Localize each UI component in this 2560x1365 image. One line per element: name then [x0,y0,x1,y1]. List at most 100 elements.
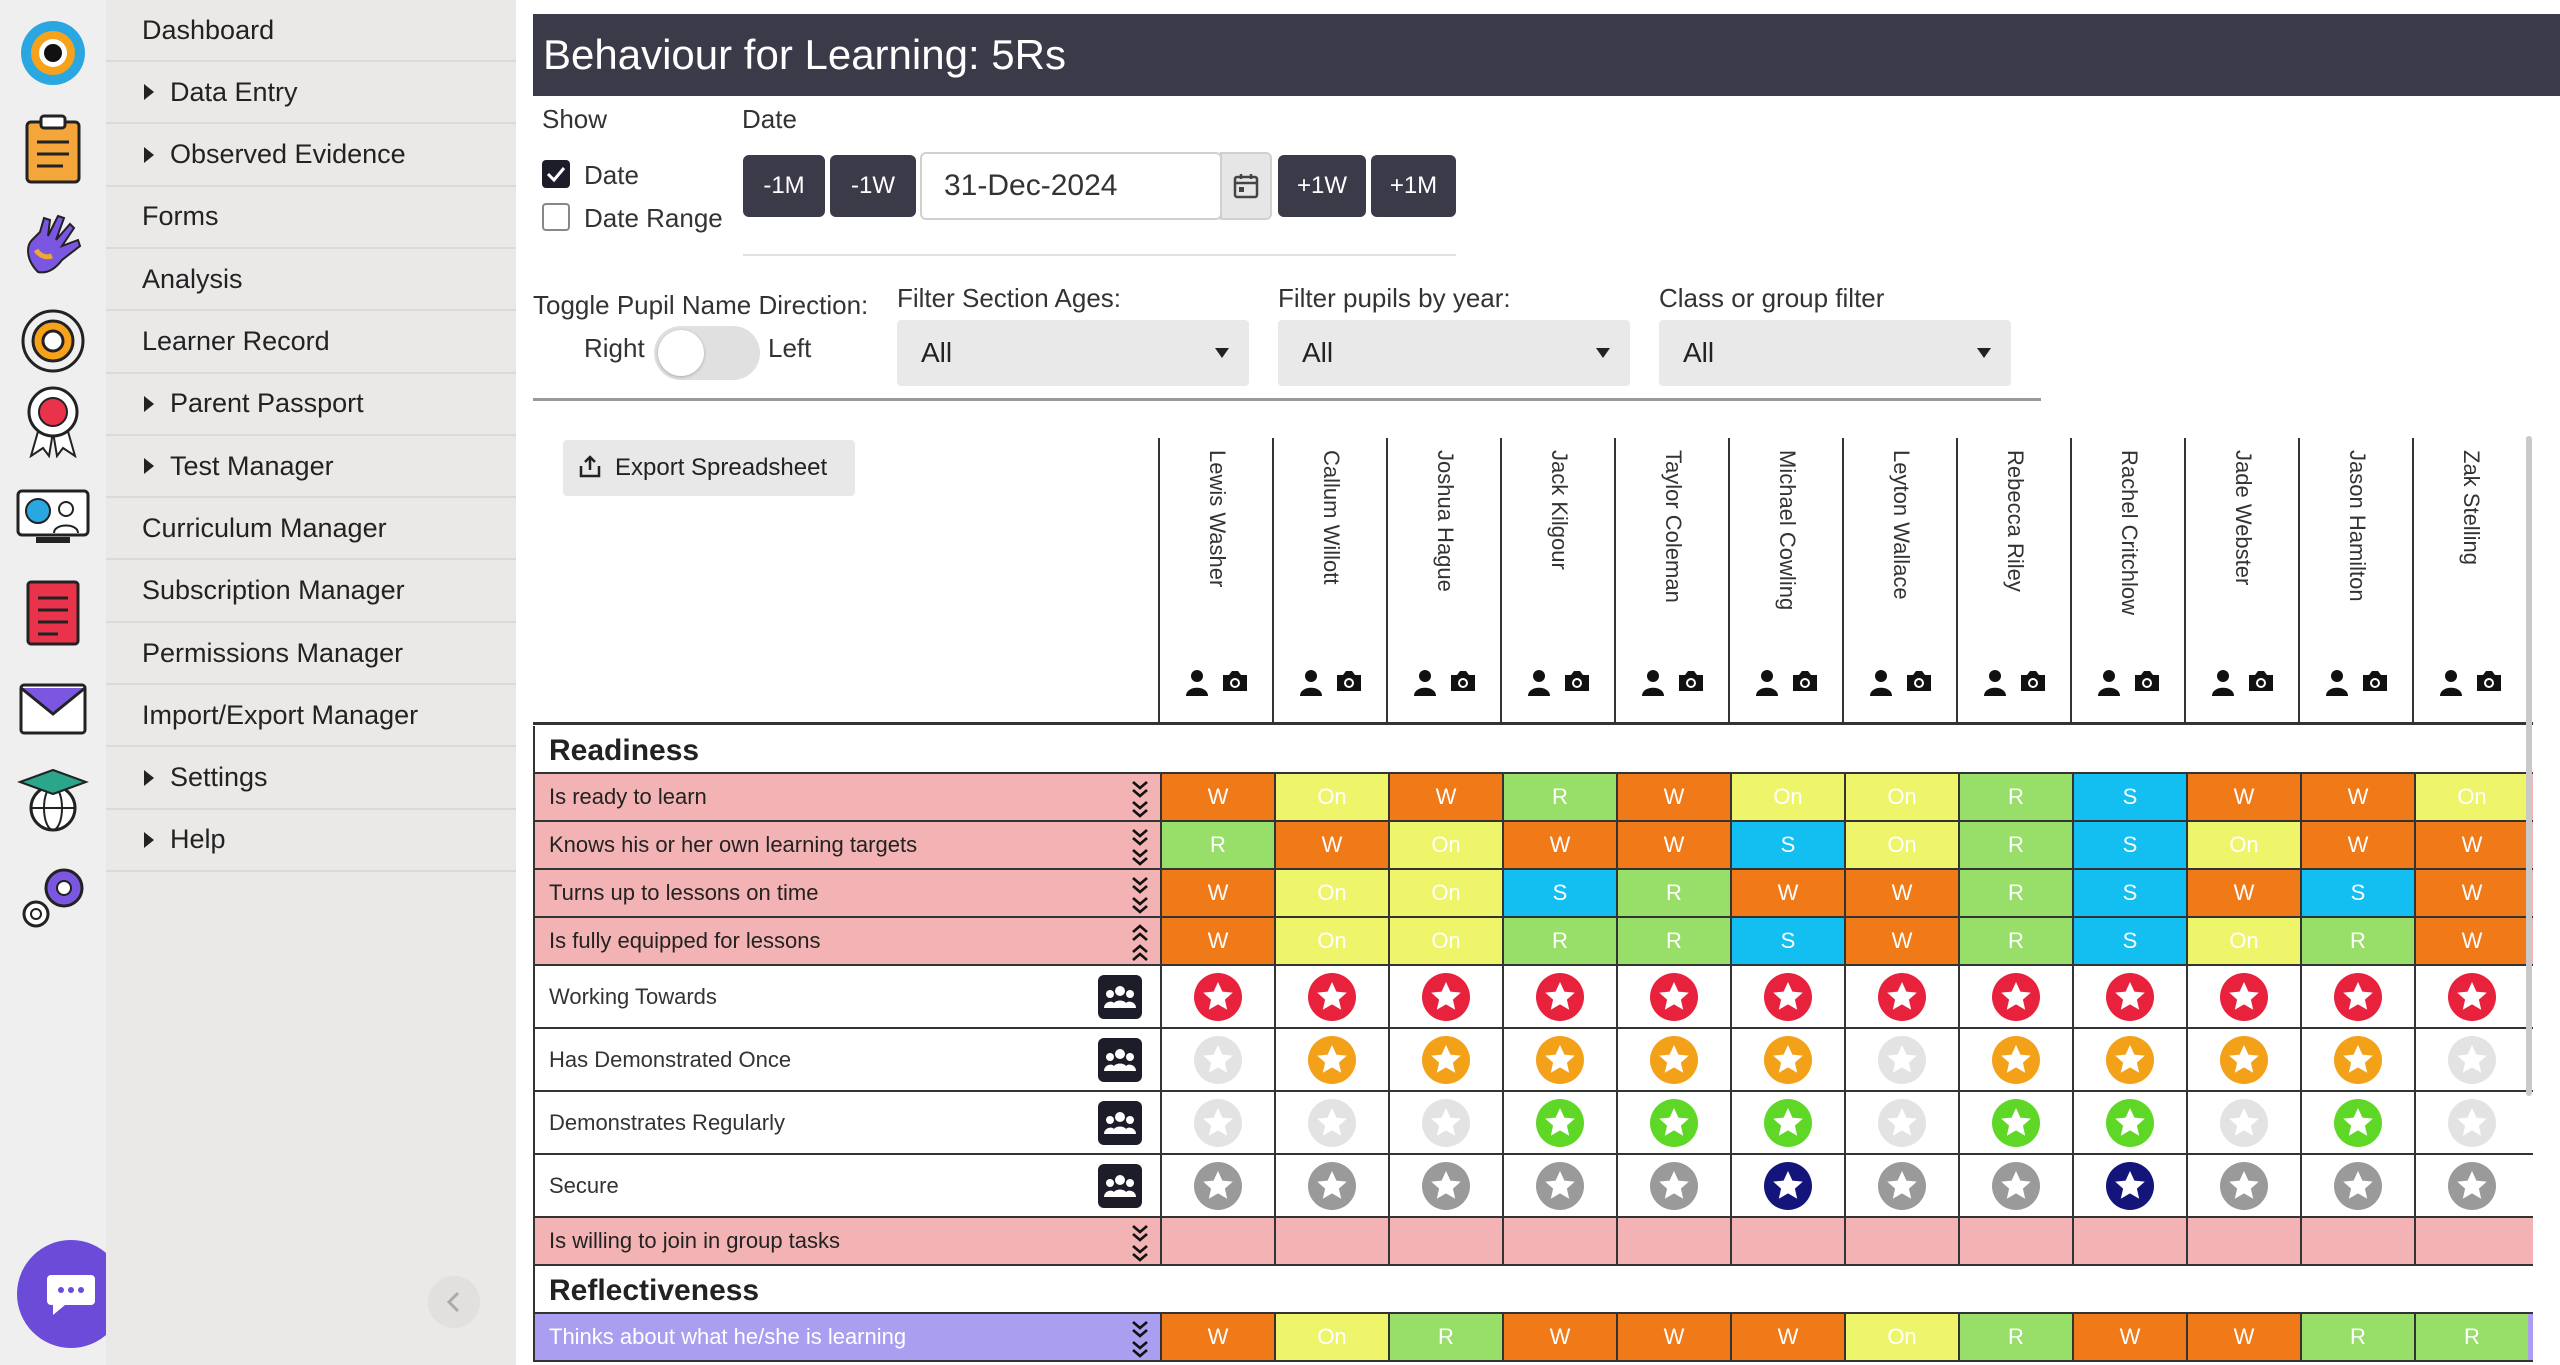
sidebar-item-data-entry[interactable]: Data Entry [106,62,516,125]
chevron-up-double-icon[interactable] [1129,922,1151,964]
person-icon[interactable] [1640,668,1666,701]
level-star-cell[interactable] [1844,1155,1958,1216]
sidebar-item-dashboard[interactable]: Dashboard [106,0,516,62]
show-date-range-checkbox[interactable] [542,203,570,231]
score-cell[interactable]: S [2072,774,2186,820]
score-cell[interactable]: S [2072,822,2186,868]
person-icon[interactable] [1982,668,2008,701]
level-star-cell[interactable] [1616,1155,1730,1216]
score-cell[interactable]: On [2414,774,2528,820]
sidebar-item-analysis[interactable]: Analysis [106,249,516,312]
level-star-cell[interactable] [1502,966,1616,1027]
level-star-cell[interactable] [1844,1092,1958,1153]
level-star-cell[interactable] [2186,1029,2300,1090]
level-star-cell[interactable] [1616,1092,1730,1153]
chevron-down-double-icon[interactable] [1129,1318,1151,1360]
score-cell[interactable]: R [2414,1314,2528,1360]
pupil-name-column[interactable]: Jason Hamilton [2300,450,2414,650]
score-cell[interactable]: R [2300,918,2414,964]
score-cell[interactable]: W [1844,870,1958,916]
score-cell[interactable]: R [1958,822,2072,868]
score-cell[interactable]: W [1844,918,1958,964]
level-star-cell[interactable] [1958,1092,2072,1153]
award-ribbon-icon[interactable] [14,382,92,460]
score-cell[interactable]: W [1388,774,1502,820]
chevron-down-double-icon[interactable] [1129,826,1151,868]
app-logo-icon[interactable] [14,14,92,92]
score-cell[interactable]: S [2072,870,2186,916]
score-cell[interactable]: S [2072,918,2186,964]
group-assign-button[interactable] [1098,1038,1142,1082]
row-expand-toggle[interactable] [1129,1222,1151,1269]
score-cell[interactable]: W [1502,1314,1616,1360]
person-icon[interactable] [1412,668,1438,701]
level-star-cell[interactable] [1958,1155,2072,1216]
group-assign-button[interactable] [1098,975,1142,1019]
score-cell[interactable]: On [2186,918,2300,964]
score-cell[interactable]: S [1730,822,1844,868]
sidebar-item-import-export-manager[interactable]: Import/Export Manager [106,685,516,748]
score-cell[interactable]: R [1388,1314,1502,1360]
score-cell[interactable]: On [1844,822,1958,868]
sidebar-item-settings[interactable]: Settings [106,748,516,810]
score-cell[interactable]: On [1388,822,1502,868]
row-expand-toggle[interactable] [1129,826,1151,873]
calendar-button[interactable] [1220,152,1272,220]
level-star-cell[interactable] [2414,1092,2528,1153]
sidebar-item-subscription-manager[interactable]: Subscription Manager [106,561,516,623]
score-cell[interactable]: S [1730,918,1844,964]
score-cell[interactable]: W [2414,918,2528,964]
hand-icon[interactable] [14,206,92,284]
level-star-cell[interactable] [2300,1029,2414,1090]
camera-icon[interactable] [1676,668,1706,701]
pupil-name-column[interactable]: Jade Webster [2186,450,2300,650]
score-cell[interactable] [1616,1218,1730,1264]
score-cell[interactable]: On [1730,774,1844,820]
row-expand-toggle[interactable] [1129,778,1151,825]
target-search-icon[interactable] [14,302,92,380]
pupil-name-column[interactable]: Rachel Critchlow [2072,450,2186,650]
level-star-cell[interactable] [1616,1029,1730,1090]
sidebar-item-test-manager[interactable]: Test Manager [106,436,516,499]
row-expand-toggle[interactable] [1129,1318,1151,1365]
row-expand-toggle[interactable] [1129,874,1151,921]
score-cell[interactable]: On [1274,870,1388,916]
score-cell[interactable] [1274,1218,1388,1264]
camera-icon[interactable] [2246,668,2276,701]
teacher-screen-icon[interactable] [14,478,92,556]
score-cell[interactable]: R [1502,918,1616,964]
score-cell[interactable]: R [1616,918,1730,964]
level-star-cell[interactable] [1274,966,1388,1027]
level-star-cell[interactable] [1730,1029,1844,1090]
score-cell[interactable] [2414,1218,2528,1264]
sidebar-item-parent-passport[interactable]: Parent Passport [106,374,516,436]
level-star-cell[interactable] [2072,1092,2186,1153]
level-star-cell[interactable] [1616,966,1730,1027]
section-ages-select[interactable]: All [897,320,1249,386]
show-date-checkbox[interactable] [542,160,570,188]
gears-icon[interactable] [14,856,92,934]
pupil-name-column[interactable]: Jack Kilgour [1502,450,1616,650]
sidebar-item-forms[interactable]: Forms [106,187,516,249]
level-star-cell[interactable] [2072,966,2186,1027]
score-cell[interactable]: R [1616,870,1730,916]
camera-icon[interactable] [2474,668,2504,701]
pupil-name-column[interactable]: Joshua Hague [1388,450,1502,650]
score-cell[interactable]: On [1388,870,1502,916]
camera-icon[interactable] [2360,668,2390,701]
camera-icon[interactable] [1790,668,1820,701]
level-star-cell[interactable] [1730,966,1844,1027]
level-star-cell[interactable] [1388,1092,1502,1153]
pupil-name-column[interactable]: Rebecca Riley [1958,450,2072,650]
clipboard-icon[interactable] [14,110,92,188]
plus-month-button[interactable]: +1M [1371,155,1456,217]
score-cell[interactable]: W [1160,1314,1274,1360]
score-cell[interactable]: W [2300,774,2414,820]
score-cell[interactable]: W [1616,822,1730,868]
level-star-cell[interactable] [1388,1029,1502,1090]
score-cell[interactable]: W [2186,774,2300,820]
score-cell[interactable]: R [1160,822,1274,868]
level-star-cell[interactable] [1274,1029,1388,1090]
camera-icon[interactable] [1904,668,1934,701]
score-cell[interactable] [1730,1218,1844,1264]
